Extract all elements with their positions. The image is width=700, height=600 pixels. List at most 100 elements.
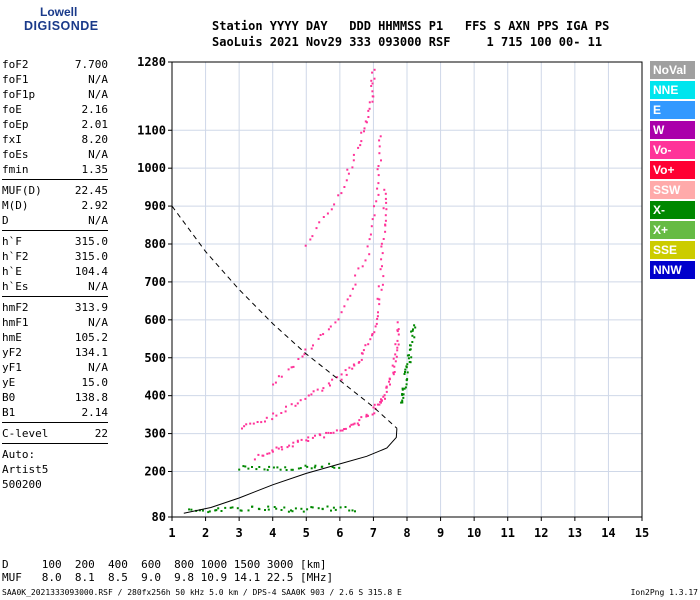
echo-point [400, 401, 403, 404]
profile-curves [171, 205, 398, 514]
echo-point [306, 508, 309, 511]
echo-point [349, 425, 351, 428]
echo-point [291, 468, 294, 471]
echo-point [312, 344, 314, 347]
echo-point [367, 116, 370, 118]
echo-point [382, 275, 385, 278]
echo-point [291, 510, 294, 513]
autoscaling-note: 500200 [2, 478, 42, 491]
x-tick-label: 8 [403, 526, 410, 540]
param-value: 104.4 [74, 265, 108, 278]
echo-point [327, 431, 330, 434]
echo-point [247, 509, 250, 512]
echo-point [326, 505, 329, 508]
echo-point [364, 344, 367, 347]
echo-point [271, 449, 274, 452]
echo-point [384, 197, 387, 200]
echo-point [329, 432, 332, 434]
echo-point [365, 415, 368, 418]
param-fof1p: foF1p N/A [2, 87, 108, 102]
echo-point [299, 467, 302, 470]
echo-point [277, 375, 280, 378]
echo-point [284, 410, 287, 413]
echo-point [382, 238, 385, 240]
echo-point [368, 253, 371, 256]
param-key: foEp [2, 118, 29, 131]
echo-point [371, 334, 373, 337]
echo-point [370, 79, 373, 82]
echo-point [369, 338, 372, 341]
echo-point [380, 288, 383, 291]
echo-point [280, 446, 283, 448]
echo-point [249, 422, 252, 425]
echo-point [393, 365, 396, 368]
echo-point [384, 230, 387, 233]
param-key: h`E [2, 265, 22, 278]
echo-point [257, 453, 260, 456]
echo-point [327, 382, 330, 385]
echo-point [264, 509, 266, 511]
echo-point [286, 446, 289, 449]
echo-point [251, 466, 253, 468]
echo-point [280, 509, 283, 511]
echo-point [348, 366, 351, 369]
echo-point [315, 227, 318, 230]
echo-point [299, 399, 302, 402]
muf-table: D 100 200 400 600 800 1000 1500 3000 [km… [2, 558, 333, 584]
param-value: N/A [88, 148, 108, 161]
x-tick-label: 12 [534, 526, 548, 540]
param-md: M(D) 2.92 [2, 198, 108, 213]
echo-point [264, 420, 266, 423]
echo-point [220, 510, 223, 512]
electron-density-profile [183, 428, 398, 514]
echo-point [384, 219, 387, 222]
param-foep: foEp 2.01 [2, 117, 108, 132]
echo-point [331, 378, 334, 381]
echo-point [304, 397, 307, 400]
echo-point [354, 510, 356, 513]
echo-point [405, 378, 408, 381]
echo-point [346, 168, 349, 171]
param-yf2: yF2 134.1 [2, 345, 108, 360]
legend: NoVal NNE E W Vo- Vo+ SSW X- X+ SSE NNW [650, 61, 695, 281]
header-line-1: Station YYYY DAY DDD HHMMSS P1 FFS S AXN… [212, 19, 610, 33]
echo-point [357, 267, 360, 270]
echo-point [373, 68, 376, 71]
echo-point [373, 331, 376, 334]
echo-point [272, 466, 275, 469]
echo-point [224, 506, 227, 509]
echo-point [322, 216, 325, 218]
echo-point [300, 507, 303, 510]
echo-point [388, 377, 391, 380]
param-key: hmF2 [2, 301, 29, 314]
echo-point [262, 454, 265, 457]
echo-point [404, 386, 407, 389]
x-tick-label: 4 [269, 526, 276, 540]
echo-point [292, 441, 295, 444]
digisonde-logo: Lowell DIGISONDE [2, 2, 102, 42]
y-tick-label: 1000 [137, 161, 166, 175]
echo-point [292, 365, 295, 368]
echo-point [302, 510, 305, 513]
echo-point [376, 297, 379, 300]
param-key: hmE [2, 331, 22, 344]
param-separator [2, 443, 108, 444]
legend-item-x: X- [650, 201, 695, 219]
echo-point [394, 343, 397, 346]
param-value: 315.0 [74, 250, 108, 263]
legend-item-ssw: SSW [650, 181, 695, 199]
x-tick-label: 9 [437, 526, 444, 540]
param-key: C-level [2, 427, 49, 440]
param-foe: foE 2.16 [2, 102, 108, 117]
echo-point [371, 95, 374, 98]
param-value: 2.16 [81, 103, 109, 116]
echo-point [412, 328, 414, 331]
param-key: h`F [2, 235, 22, 248]
y-tick-label: 900 [144, 199, 166, 213]
echo-point [367, 109, 370, 112]
echo-point [268, 452, 271, 455]
echo-point [266, 468, 269, 471]
footer-version: Ion2Png 1.3.17 [630, 588, 698, 597]
echo-point [271, 418, 274, 421]
echo-point [404, 368, 407, 371]
